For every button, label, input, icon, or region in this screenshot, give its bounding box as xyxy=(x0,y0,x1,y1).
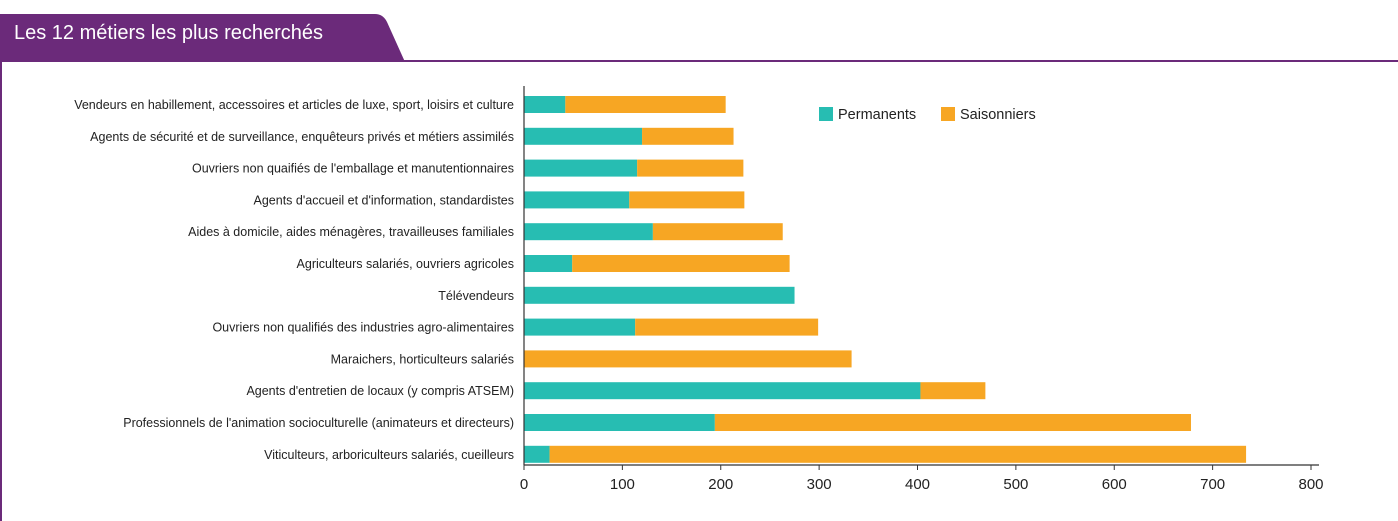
bar-permanents-5 xyxy=(524,255,573,272)
title-tab xyxy=(0,14,405,62)
x-tick-label: 500 xyxy=(1003,476,1028,493)
category-label: Agents d'entretien de locaux (y compris … xyxy=(246,384,514,398)
bar-permanents-0 xyxy=(524,96,566,113)
category-label: Maraichers, horticulteurs salariés xyxy=(331,352,514,366)
x-tick-label: 100 xyxy=(610,476,635,493)
category-label: Ouvriers non qualifiés des industries ag… xyxy=(212,321,514,335)
category-label: Télévendeurs xyxy=(438,289,514,303)
category-label: Aides à domicile, aides ménagères, trava… xyxy=(188,225,514,239)
bars-group xyxy=(524,96,1247,463)
legend-label-saisonniers: Saisonniers xyxy=(960,107,1036,123)
category-labels: Vendeurs en habillement, accessoires et … xyxy=(74,98,514,462)
x-tick-label: 0 xyxy=(520,476,528,493)
x-tick-label: 400 xyxy=(905,476,930,493)
x-tick-label: 800 xyxy=(1298,476,1323,493)
bar-saisonniers-3 xyxy=(629,191,745,209)
bar-saisonniers-2 xyxy=(637,159,744,177)
category-label: Agriculteurs salariés, ouvriers agricole… xyxy=(297,257,514,271)
chart-title: Les 12 métiers les plus recherchés xyxy=(14,22,324,44)
bar-permanents-1 xyxy=(524,127,643,145)
bar-permanents-4 xyxy=(524,223,653,241)
x-tick-label: 600 xyxy=(1102,476,1127,493)
bar-saisonniers-11 xyxy=(549,445,1247,463)
category-label: Viticulteurs, arboriculteurs salariés, c… xyxy=(264,448,514,462)
category-label: Ouvriers non quaifiés de l'emballage et … xyxy=(192,162,514,176)
legend-swatch-saisonniers xyxy=(941,107,955,121)
bar-permanents-10 xyxy=(524,414,715,431)
legend-label-permanents: Permanents xyxy=(838,107,916,123)
bar-permanents-6 xyxy=(524,286,795,304)
legend-swatch-permanents xyxy=(819,107,833,121)
bar-permanents-11 xyxy=(524,445,550,463)
bar-saisonniers-7 xyxy=(635,318,819,336)
bar-permanents-2 xyxy=(524,159,638,177)
category-label: Professionnels de l'animation sociocultu… xyxy=(123,416,514,430)
category-label: Vendeurs en habillement, accessoires et … xyxy=(74,98,514,112)
legend: Permanents Saisonniers xyxy=(819,107,1036,123)
x-tick-label: 200 xyxy=(708,476,733,493)
bar-permanents-9 xyxy=(524,382,921,400)
bar-saisonniers-4 xyxy=(652,223,783,241)
category-label: Agents d'accueil et d'information, stand… xyxy=(254,193,514,207)
bar-saisonniers-9 xyxy=(920,382,986,400)
axes: 0 100 200 300 400 500 600 700 800 xyxy=(520,86,1324,493)
bar-saisonniers-10 xyxy=(714,414,1191,431)
x-tick-label: 300 xyxy=(807,476,832,493)
bar-saisonniers-8 xyxy=(524,350,852,368)
bar-permanents-3 xyxy=(524,191,630,209)
bar-saisonniers-1 xyxy=(642,127,734,145)
bar-saisonniers-5 xyxy=(572,255,790,272)
x-tick-label: 700 xyxy=(1200,476,1225,493)
category-label: Agents de sécurité et de surveillance, e… xyxy=(90,130,514,144)
bar-saisonniers-0 xyxy=(565,96,726,113)
bar-permanents-7 xyxy=(524,318,636,336)
